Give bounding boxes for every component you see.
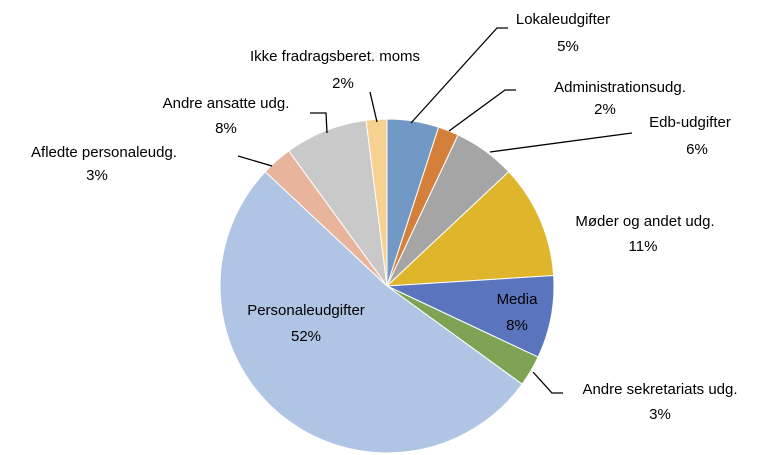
slice-label: Administrationsudg. (554, 79, 686, 96)
pie-slice (219, 170, 523, 454)
leader-line (310, 112, 328, 134)
slice-value-label: 3% (86, 167, 108, 184)
slice-value-label: 2% (594, 101, 616, 118)
slice-label: Lokaleudgifter (516, 11, 610, 28)
slice-label: Media (497, 291, 539, 308)
slice-value-label: 2% (332, 75, 354, 92)
leader-line (489, 132, 633, 153)
slice-label: Personaleudgifter (247, 302, 365, 319)
slice-value-label: 11% (629, 238, 658, 255)
leader-line (410, 27, 508, 124)
slice-label: Afledte personaleudg. (31, 144, 177, 161)
leader-line (448, 89, 516, 132)
leader-line (237, 155, 273, 167)
slice-label: Møder og andet udg. (575, 213, 714, 230)
slice-value-label: 8% (506, 317, 528, 334)
slice-value-label: 6% (686, 141, 708, 158)
pie-slice (385, 170, 555, 287)
leader-line (369, 91, 378, 123)
leader-line (532, 371, 563, 394)
slice-label: Andre sekretariats udg. (582, 381, 737, 398)
slice-label: Andre ansatte udg. (163, 95, 290, 112)
slice-label: Ikke fradragsberet. moms (250, 48, 420, 65)
slice-value-label: 3% (649, 406, 671, 423)
slice-value-label: 52% (291, 328, 321, 345)
slice-label: Edb-udgifter (649, 114, 731, 131)
slice-value-label: 8% (215, 120, 237, 137)
slice-value-label: 5% (557, 38, 579, 55)
